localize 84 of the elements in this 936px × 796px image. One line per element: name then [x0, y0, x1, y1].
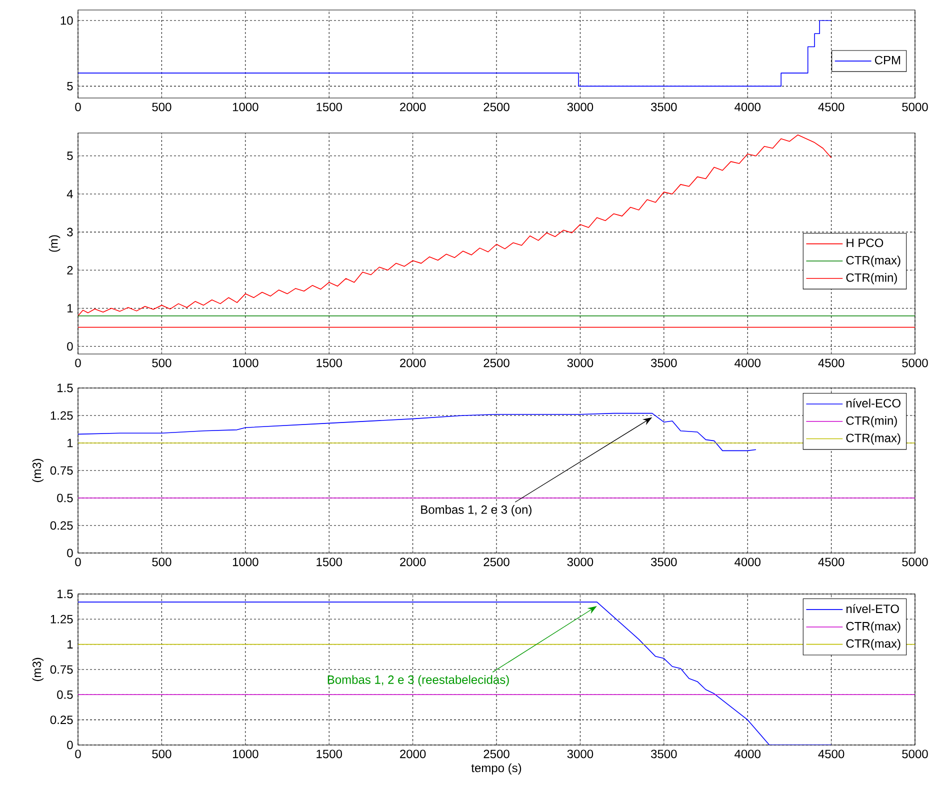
y-tick-label: 1 [68, 304, 73, 312]
x-tick-label: 4500 [818, 750, 844, 758]
x-tick-label: 5000 [902, 358, 928, 368]
legend-label: CTR(min) [846, 416, 897, 428]
x-tick-label: 4000 [734, 750, 760, 758]
x-tick-label: 5000 [902, 102, 928, 112]
x-tick-label: 0 [75, 102, 81, 112]
y-tick-label: 3 [67, 228, 73, 236]
x-tick-label: 2000 [400, 558, 426, 566]
x-tick-label: 2500 [484, 358, 510, 368]
x-tick-label: 2000 [400, 750, 426, 758]
legend-label: CTR(max) [846, 638, 900, 650]
x-tick-label: 1500 [316, 102, 342, 112]
x-tick-label: 1000 [232, 750, 258, 758]
legend-label: CPM [874, 56, 900, 64]
y-axis-title: (m) [48, 235, 60, 252]
x-tick-label: 1500 [316, 358, 342, 368]
x-tick-label: 3500 [651, 358, 677, 368]
x-tick-label: 0 [75, 750, 81, 758]
y-tick-label: 1 [68, 438, 73, 448]
x-tick-label: 1500 [316, 558, 342, 566]
y-tick-label: 2 [67, 266, 73, 274]
x-tick-label: 4500 [818, 102, 844, 112]
legend-label: CTR(min) [846, 273, 897, 284]
legend-label: H PCO [846, 238, 884, 248]
x-tick-label: 4000 [734, 102, 760, 112]
x-axis-title: tempo (s) [471, 763, 522, 775]
x-tick-label: 500 [152, 358, 172, 368]
y-tick-label: 0 [67, 740, 73, 750]
legend-label: CTR(max) [846, 433, 900, 445]
legend-label: CTR(max) [846, 256, 900, 267]
annotation: Bombas 1, 2 e 3 (on) [421, 505, 532, 516]
y-tick-label: 5 [67, 82, 73, 90]
x-tick-label: 3000 [567, 358, 594, 368]
x-tick-label: 500 [152, 750, 172, 758]
x-tick-label: 3000 [567, 102, 594, 112]
x-tick-label: 1000 [232, 102, 258, 112]
x-tick-label: 2500 [484, 558, 510, 566]
y-tick-label: 1.25 [50, 614, 73, 624]
x-tick-label: 4500 [818, 358, 844, 368]
x-tick-label: 500 [152, 558, 172, 566]
y-tick-label: 0.75 [50, 466, 73, 475]
y-axis-title: (m3) [32, 458, 44, 482]
legend-label: CTR(max) [846, 622, 900, 633]
x-tick-label: 5000 [902, 558, 928, 566]
x-tick-label: 3500 [651, 750, 677, 758]
y-tick-label: 5 [67, 152, 73, 160]
x-tick-label: 2500 [484, 750, 510, 758]
x-tick-label: 0 [75, 558, 81, 566]
x-tick-label: 4000 [734, 358, 760, 368]
y-tick-label: 1.5 [58, 590, 73, 598]
y-axis-title: (m3) [32, 658, 44, 682]
x-tick-label: 2000 [400, 102, 426, 112]
y-tick-label: 1 [68, 640, 73, 648]
y-tick-label: 0.5 [57, 690, 73, 699]
y-tick-label: 1.5 [58, 384, 73, 392]
x-tick-label: 2500 [484, 102, 510, 112]
y-tick-label: 0.5 [57, 494, 73, 502]
line-series [78, 412, 756, 452]
x-tick-label: 1500 [316, 750, 342, 758]
x-tick-label: 3000 [567, 558, 594, 566]
y-tick-label: 1.25 [50, 411, 73, 420]
y-tick-label: 4 [66, 190, 73, 198]
x-tick-label: 500 [152, 102, 172, 112]
x-tick-label: 1000 [232, 558, 258, 566]
annotation: Bombas 1, 2 e 3 (reestabelecidas) [328, 675, 509, 686]
y-tick-label: 0 [67, 548, 73, 558]
x-tick-label: 2000 [400, 358, 426, 368]
x-tick-label: 3500 [651, 102, 677, 112]
x-tick-label: 1000 [232, 358, 258, 368]
y-tick-label: 0.25 [50, 716, 73, 724]
legend-label: nível-ETO [846, 604, 899, 614]
y-tick-label: 0.75 [50, 665, 73, 674]
y-tick-label: 0 [67, 342, 73, 351]
x-tick-label: 4500 [818, 558, 844, 566]
legend-label: nível-ECO [846, 398, 900, 408]
y-tick-label: 0.25 [50, 521, 73, 530]
x-tick-label: 3500 [651, 558, 677, 566]
y-tick-label: 10 [60, 16, 73, 25]
x-tick-label: 3000 [567, 750, 594, 758]
x-tick-label: 5000 [902, 750, 928, 758]
x-tick-label: 0 [75, 358, 81, 368]
line-series [78, 602, 832, 745]
x-tick-label: 4000 [734, 558, 760, 566]
